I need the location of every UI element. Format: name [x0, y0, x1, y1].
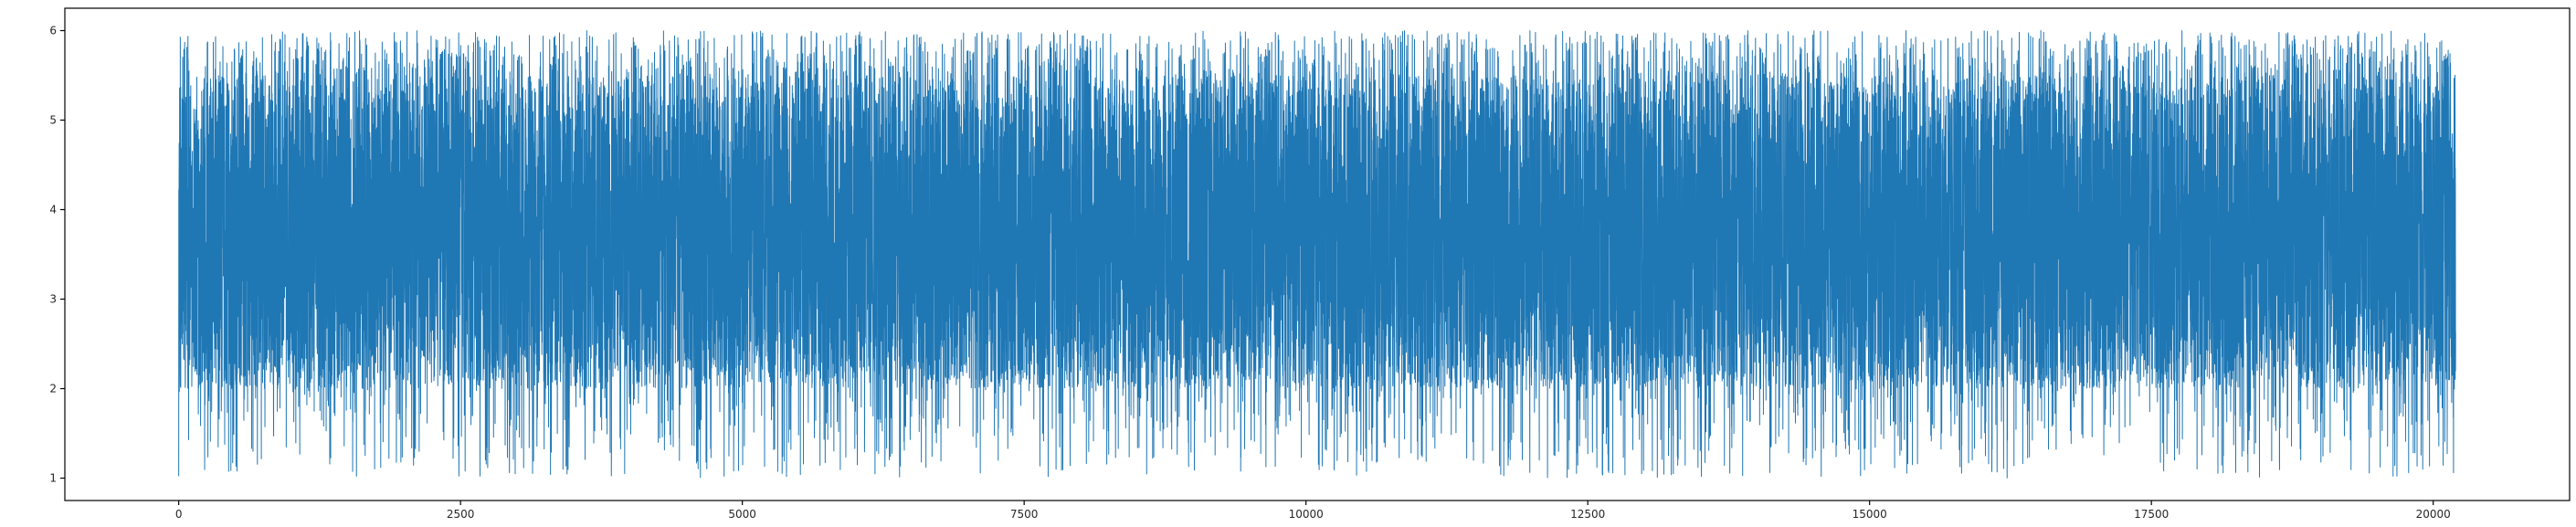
y-tick-label: 5 [49, 114, 57, 127]
x-tick-label: 15000 [1853, 508, 1887, 521]
x-tick-label: 0 [175, 508, 183, 521]
y-tick-label: 1 [49, 472, 57, 485]
x-tick-label: 7500 [1010, 508, 1039, 521]
x-tick-label: 5000 [728, 508, 756, 521]
x-tick-label: 2500 [447, 508, 475, 521]
y-axis: 1 2 3 4 5 6 [49, 25, 65, 485]
x-tick-label: 12500 [1570, 508, 1605, 521]
y-tick-label: 6 [49, 25, 57, 37]
x-tick-label: 17500 [2134, 508, 2169, 521]
x-tick-label: 10000 [1289, 508, 1324, 521]
y-tick-label: 3 [49, 293, 57, 306]
axes-frame [64, 7, 2571, 501]
x-tick-label: 20000 [2416, 508, 2451, 521]
y-tick-label: 4 [49, 204, 57, 216]
x-axis: 0 2500 5000 7500 10000 12500 15000 17500 20000 [175, 501, 2451, 521]
y-tick-label: 2 [49, 383, 57, 395]
series-line [178, 30, 2456, 479]
plot-area [65, 8, 2570, 501]
